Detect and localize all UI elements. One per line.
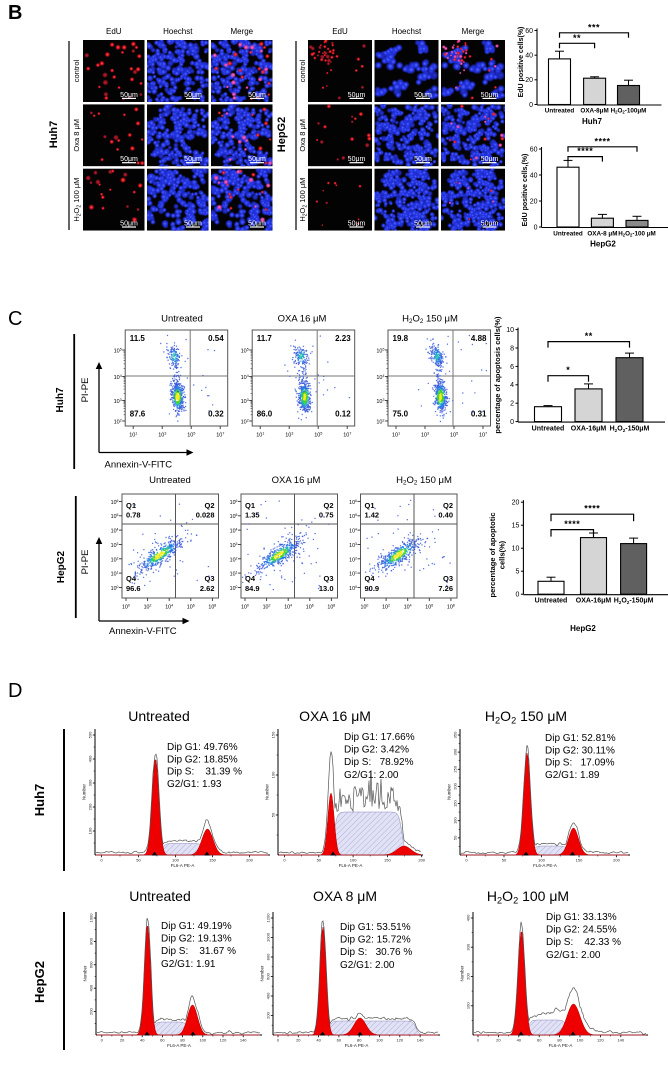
svg-text:50μm: 50μm: [481, 156, 499, 163]
svg-text:****: ****: [577, 146, 593, 156]
svg-text:50μm: 50μm: [414, 220, 432, 227]
svg-text:0.31: 0.31: [471, 410, 487, 419]
svg-text:Oxa 8 μM: Oxa 8 μM: [72, 119, 81, 152]
svg-text:50μm: 50μm: [248, 156, 266, 163]
svg-text:Merge: Merge: [462, 27, 485, 36]
svg-text:50μm: 50μm: [248, 92, 266, 99]
svg-text:EdU: EdU: [332, 27, 348, 36]
svg-text:B: B: [8, 2, 22, 24]
svg-text:40: 40: [525, 53, 533, 60]
svg-text:50μm: 50μm: [184, 92, 202, 99]
svg-text:87.6: 87.6: [130, 410, 146, 419]
svg-text:Oxa 8 μM: Oxa 8 μM: [298, 119, 307, 152]
svg-text:50μm: 50μm: [414, 92, 432, 99]
svg-text:HepG2: HepG2: [276, 117, 288, 152]
svg-text:50μm: 50μm: [120, 92, 138, 99]
svg-text:11.5: 11.5: [130, 334, 146, 343]
svg-text:0.12: 0.12: [335, 410, 351, 419]
svg-text:50μm: 50μm: [184, 156, 202, 163]
svg-text:OXA-8 μM: OXA-8 μM: [587, 231, 617, 238]
svg-text:60: 60: [525, 28, 533, 35]
svg-text:control: control: [72, 59, 81, 82]
svg-text:50μm: 50μm: [120, 220, 138, 227]
svg-text:Huh7: Huh7: [48, 121, 60, 149]
svg-text:0.54: 0.54: [208, 334, 224, 343]
svg-text:50μm: 50μm: [481, 220, 499, 227]
svg-text:50μm: 50μm: [348, 220, 366, 227]
svg-text:50μm: 50μm: [348, 156, 366, 163]
svg-text:50μm: 50μm: [120, 156, 138, 163]
svg-text:4.88: 4.88: [471, 334, 487, 343]
svg-text:50μm: 50μm: [248, 220, 266, 227]
svg-text:Huh7: Huh7: [582, 117, 603, 126]
svg-text:**: **: [573, 33, 581, 43]
svg-text:Untreated: Untreated: [553, 231, 583, 238]
svg-text:Hoechst: Hoechst: [392, 27, 422, 36]
svg-text:EdU positive cells(%): EdU positive cells(%): [518, 27, 525, 98]
svg-text:Untreated: Untreated: [161, 314, 203, 325]
svg-text:86.0: 86.0: [257, 410, 273, 419]
svg-text:50μm: 50μm: [348, 92, 366, 99]
svg-text:****: ****: [594, 136, 610, 146]
svg-text:50μm: 50μm: [184, 220, 202, 227]
svg-text:75.0: 75.0: [393, 410, 409, 419]
svg-text:C: C: [8, 308, 22, 330]
svg-text:OXA-8μM: OXA-8μM: [580, 107, 608, 114]
svg-text:0: 0: [529, 102, 533, 109]
svg-text:60: 60: [530, 146, 538, 153]
svg-text:40: 40: [530, 172, 538, 179]
svg-text:50μm: 50μm: [481, 92, 499, 99]
svg-text:Untreated: Untreated: [545, 107, 575, 114]
svg-text:0.32: 0.32: [208, 410, 224, 419]
svg-text:***: ***: [588, 22, 600, 32]
svg-text:control: control: [298, 59, 307, 82]
svg-text:0: 0: [534, 224, 538, 231]
svg-text:HepG2: HepG2: [590, 240, 616, 249]
svg-text:20: 20: [525, 77, 533, 84]
svg-text:19.8: 19.8: [393, 334, 409, 343]
svg-text:11.7: 11.7: [257, 334, 273, 343]
svg-text:Merge: Merge: [230, 27, 253, 36]
svg-text:EdU: EdU: [106, 27, 122, 36]
svg-text:50μm: 50μm: [414, 156, 432, 163]
svg-text:Hoechst: Hoechst: [163, 27, 193, 36]
svg-text:EdU positive cells,(%): EdU positive cells,(%): [522, 154, 529, 227]
svg-text:2.23: 2.23: [335, 334, 351, 343]
svg-text:20: 20: [530, 198, 538, 205]
svg-text:OXA 16 μM: OXA 16 μM: [278, 314, 327, 325]
